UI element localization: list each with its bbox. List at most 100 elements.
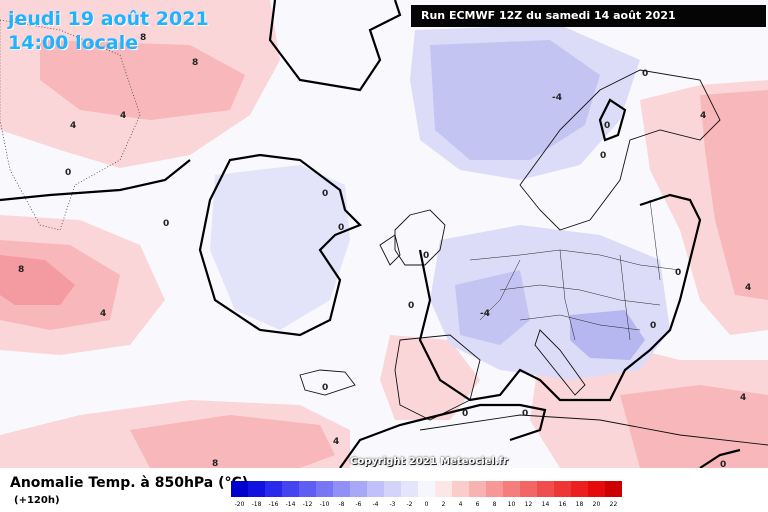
- iberia-coast: [394, 334, 481, 421]
- zero-contour-finland: [598, 98, 627, 142]
- cool-anomaly-norwegian-sea-core: [430, 40, 600, 160]
- legend-title: Anomalie Temp. à 850hPa (°C): [10, 475, 249, 491]
- contour-label: 0: [675, 268, 681, 278]
- color-scale-swatch: [418, 481, 435, 497]
- color-scale-tick-label: 2: [441, 501, 446, 508]
- color-scale-swatch: [282, 481, 299, 497]
- color-scale-tick-label: -4: [372, 501, 379, 508]
- contour-label: 0: [423, 251, 429, 261]
- color-scale: [231, 481, 622, 497]
- color-scale-swatch: [435, 481, 452, 497]
- zero-contour-southeast: [699, 448, 741, 468]
- color-scale-tick-label: 6: [475, 501, 480, 508]
- italy-coast: [534, 329, 586, 396]
- warm-anomaly-greenland-core: [40, 40, 245, 120]
- contour-label: 0: [650, 321, 656, 331]
- color-scale-swatch: [605, 481, 622, 497]
- color-scale-swatch: [384, 481, 401, 497]
- color-scale-swatch: [469, 481, 486, 497]
- color-scale-tick-label: 22: [609, 501, 618, 508]
- color-scale-tick-label: 14: [541, 501, 550, 508]
- scandinavia-coast: [519, 69, 721, 231]
- contour-label: 8: [212, 459, 218, 468]
- color-scale-tick-label: 18: [575, 501, 584, 508]
- contour-label: 8: [192, 58, 198, 68]
- color-scale-swatch: [554, 481, 571, 497]
- contour-label: 8: [18, 265, 24, 275]
- contour-label: 0: [322, 383, 328, 393]
- zero-contour-mid-atlantic: [198, 153, 362, 337]
- model-run-label: Run ECMWF 12Z du samedi 14 août 2021: [421, 9, 676, 22]
- contour-label: 4: [100, 309, 106, 319]
- contour-label: 0: [600, 151, 606, 161]
- color-scale-tick-label: 16: [558, 501, 567, 508]
- map-canvas: 8 4 4 8 8 0 0 0 0 0 0 0 0 0 0 -4 -4 0 0 …: [0, 0, 768, 468]
- contour-label: 4: [120, 111, 126, 121]
- color-scale-tick-label: -18: [251, 501, 262, 508]
- contour-label: 0: [322, 189, 328, 199]
- contour-label: 0: [642, 69, 648, 79]
- contour-label: 0: [604, 121, 610, 131]
- forecast-time: 14:00 locale: [8, 32, 139, 54]
- contour-label: -4: [480, 309, 490, 319]
- color-scale-tick-label: -12: [302, 501, 313, 508]
- zero-contour-europe: [418, 193, 702, 402]
- color-scale-tick-label: -2: [406, 501, 413, 508]
- color-scale-tick-label: -3: [389, 501, 396, 508]
- color-scale-tick-label: -14: [285, 501, 296, 508]
- contour-label: 0: [338, 223, 344, 233]
- legend-footer: Anomalie Temp. à 850hPa (°C) (+120h) -20…: [0, 468, 768, 512]
- warm-anomaly-south-atlantic-core: [130, 415, 335, 468]
- zero-contour-west: [0, 159, 191, 202]
- color-scale-swatch: [520, 481, 537, 497]
- color-scale-tick-label: -20: [234, 501, 245, 508]
- cool-anomaly-mid-atlantic: [210, 165, 350, 330]
- warm-anomaly-levant: [620, 385, 768, 468]
- color-scale-swatch: [333, 481, 350, 497]
- warm-anomaly-atlantic-peak: [0, 255, 75, 305]
- color-scale-swatch: [350, 481, 367, 497]
- zero-contour-south: [339, 403, 547, 468]
- color-scale-swatch: [265, 481, 282, 497]
- color-scale-tick-label: -6: [355, 501, 362, 508]
- color-scale-tick-label: 4: [458, 501, 463, 508]
- country-borders: [469, 199, 681, 341]
- temperature-anomaly-map: 8 4 4 8 8 0 0 0 0 0 0 0 0 0 0 -4 -4 0 0 …: [0, 0, 768, 468]
- copyright-notice: Copyright 2021 Meteociel.fr: [350, 456, 508, 467]
- north-africa-coast: [419, 414, 768, 446]
- contour-label: 4: [700, 111, 706, 121]
- color-scale-ticks: -20 -18 -16 -14 -12 -10 -8 -6 -4 -3 -2 0 2 4 6 8 10 12 14 1…: [231, 501, 622, 508]
- zero-contour-north: [268, 0, 402, 92]
- contour-label: 0: [408, 301, 414, 311]
- warm-anomaly-russia-core: [700, 90, 768, 300]
- color-scale-swatch: [401, 481, 418, 497]
- color-scale-swatch: [588, 481, 605, 497]
- contour-label: -4: [552, 93, 562, 103]
- color-scale-swatch: [571, 481, 588, 497]
- contour-label: 0: [65, 168, 71, 178]
- color-scale-swatch: [299, 481, 316, 497]
- british-isles-coast: [394, 209, 446, 266]
- contour-label: 4: [740, 393, 746, 403]
- contour-label: 4: [745, 283, 751, 293]
- color-scale-swatch: [486, 481, 503, 497]
- warm-anomaly-iberia: [380, 335, 480, 420]
- color-scale-tick-label: 0: [424, 501, 429, 508]
- contour-label: 4: [70, 121, 76, 131]
- contour-label: 8: [140, 33, 146, 43]
- color-scale-tick-label: 10: [507, 501, 516, 508]
- contour-label-layer: 8 4 4 8 8 0 0 0 0 0 0 0 0 0 0 -4 -4 0 0 …: [18, 33, 751, 468]
- color-scale-tick-label: 8: [492, 501, 497, 508]
- color-scale-swatch: [231, 481, 248, 497]
- contour-label: 0: [720, 460, 726, 468]
- color-scale-swatch: [452, 481, 469, 497]
- ireland-coast: [379, 234, 401, 266]
- color-scale-swatch: [248, 481, 265, 497]
- model-run-banner: Run ECMWF 12Z du samedi 14 août 2021: [411, 5, 766, 27]
- color-scale-swatch: [503, 481, 520, 497]
- contour-label: 0: [163, 219, 169, 229]
- color-scale-swatch: [537, 481, 554, 497]
- color-scale-tick-label: 20: [592, 501, 601, 508]
- color-scale-swatch: [367, 481, 384, 497]
